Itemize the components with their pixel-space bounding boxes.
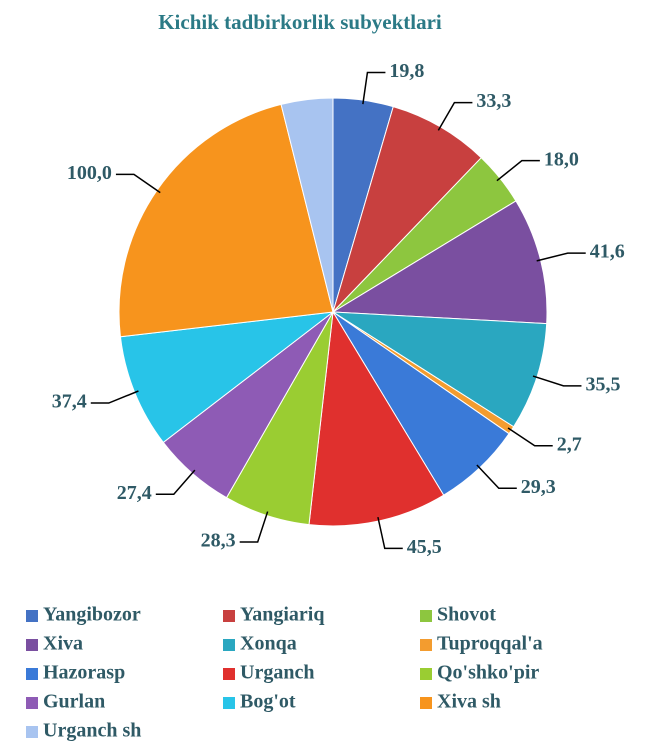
legend-swatch — [26, 610, 38, 622]
data-label: 18,0 — [544, 148, 579, 170]
legend-label: Qo'shko'pir — [437, 662, 539, 684]
legend-label: Xiva — [43, 633, 83, 655]
legend-label: Tuproqqal'a — [437, 633, 543, 655]
leader-line — [476, 464, 517, 490]
data-label: 27,4 — [117, 482, 152, 504]
legend-swatch — [26, 668, 38, 680]
leader-line — [90, 390, 139, 404]
chart-title: Kichik tadbirkorlik subyektlari — [158, 10, 442, 34]
legend-label: Gurlan — [43, 691, 105, 713]
data-label: 45,5 — [407, 536, 442, 558]
legend-swatch — [420, 697, 432, 709]
legend-label: Yangiariq — [240, 604, 324, 626]
legend-swatch — [26, 639, 38, 651]
data-label: 29,3 — [521, 476, 556, 498]
leader-line — [496, 159, 540, 182]
legend-label: Bog'ot — [240, 691, 296, 713]
pie-slice — [280, 97, 334, 313]
leader-line — [115, 173, 161, 194]
leader-line — [532, 375, 582, 387]
data-label: 41,6 — [590, 241, 625, 263]
legend-label: Urganch — [240, 662, 314, 684]
leader-line — [362, 71, 386, 105]
legend-swatch — [420, 639, 432, 651]
leader-line — [437, 101, 473, 131]
legend-label: Hazorasp — [43, 662, 125, 684]
data-label: 28,3 — [201, 530, 236, 552]
data-label: 35,5 — [585, 373, 620, 395]
legend-label: Shovot — [437, 604, 496, 626]
legend-swatch — [26, 726, 38, 738]
data-label: 2,7 — [557, 433, 582, 455]
leader-line — [377, 516, 403, 550]
legend-label: Yangibozor — [43, 604, 141, 626]
legend-swatch — [223, 639, 235, 651]
leader-line — [239, 511, 269, 543]
legend-label: Urganch sh — [43, 720, 141, 742]
leader-line — [507, 427, 553, 447]
legend-label: Xonqa — [240, 633, 297, 655]
data-label: 33,3 — [476, 90, 511, 112]
leader-line — [155, 469, 196, 496]
legend-swatch — [223, 668, 235, 680]
legend-swatch — [223, 697, 235, 709]
leader-line — [536, 252, 586, 262]
data-label: 100,0 — [67, 162, 112, 184]
legend-swatch — [420, 668, 432, 680]
legend-label: Xiva sh — [437, 691, 501, 713]
legend-swatch — [420, 610, 432, 622]
legend-swatch — [26, 697, 38, 709]
data-label: 19,8 — [389, 60, 424, 82]
legend-swatch — [223, 610, 235, 622]
data-label: 37,4 — [52, 391, 87, 413]
